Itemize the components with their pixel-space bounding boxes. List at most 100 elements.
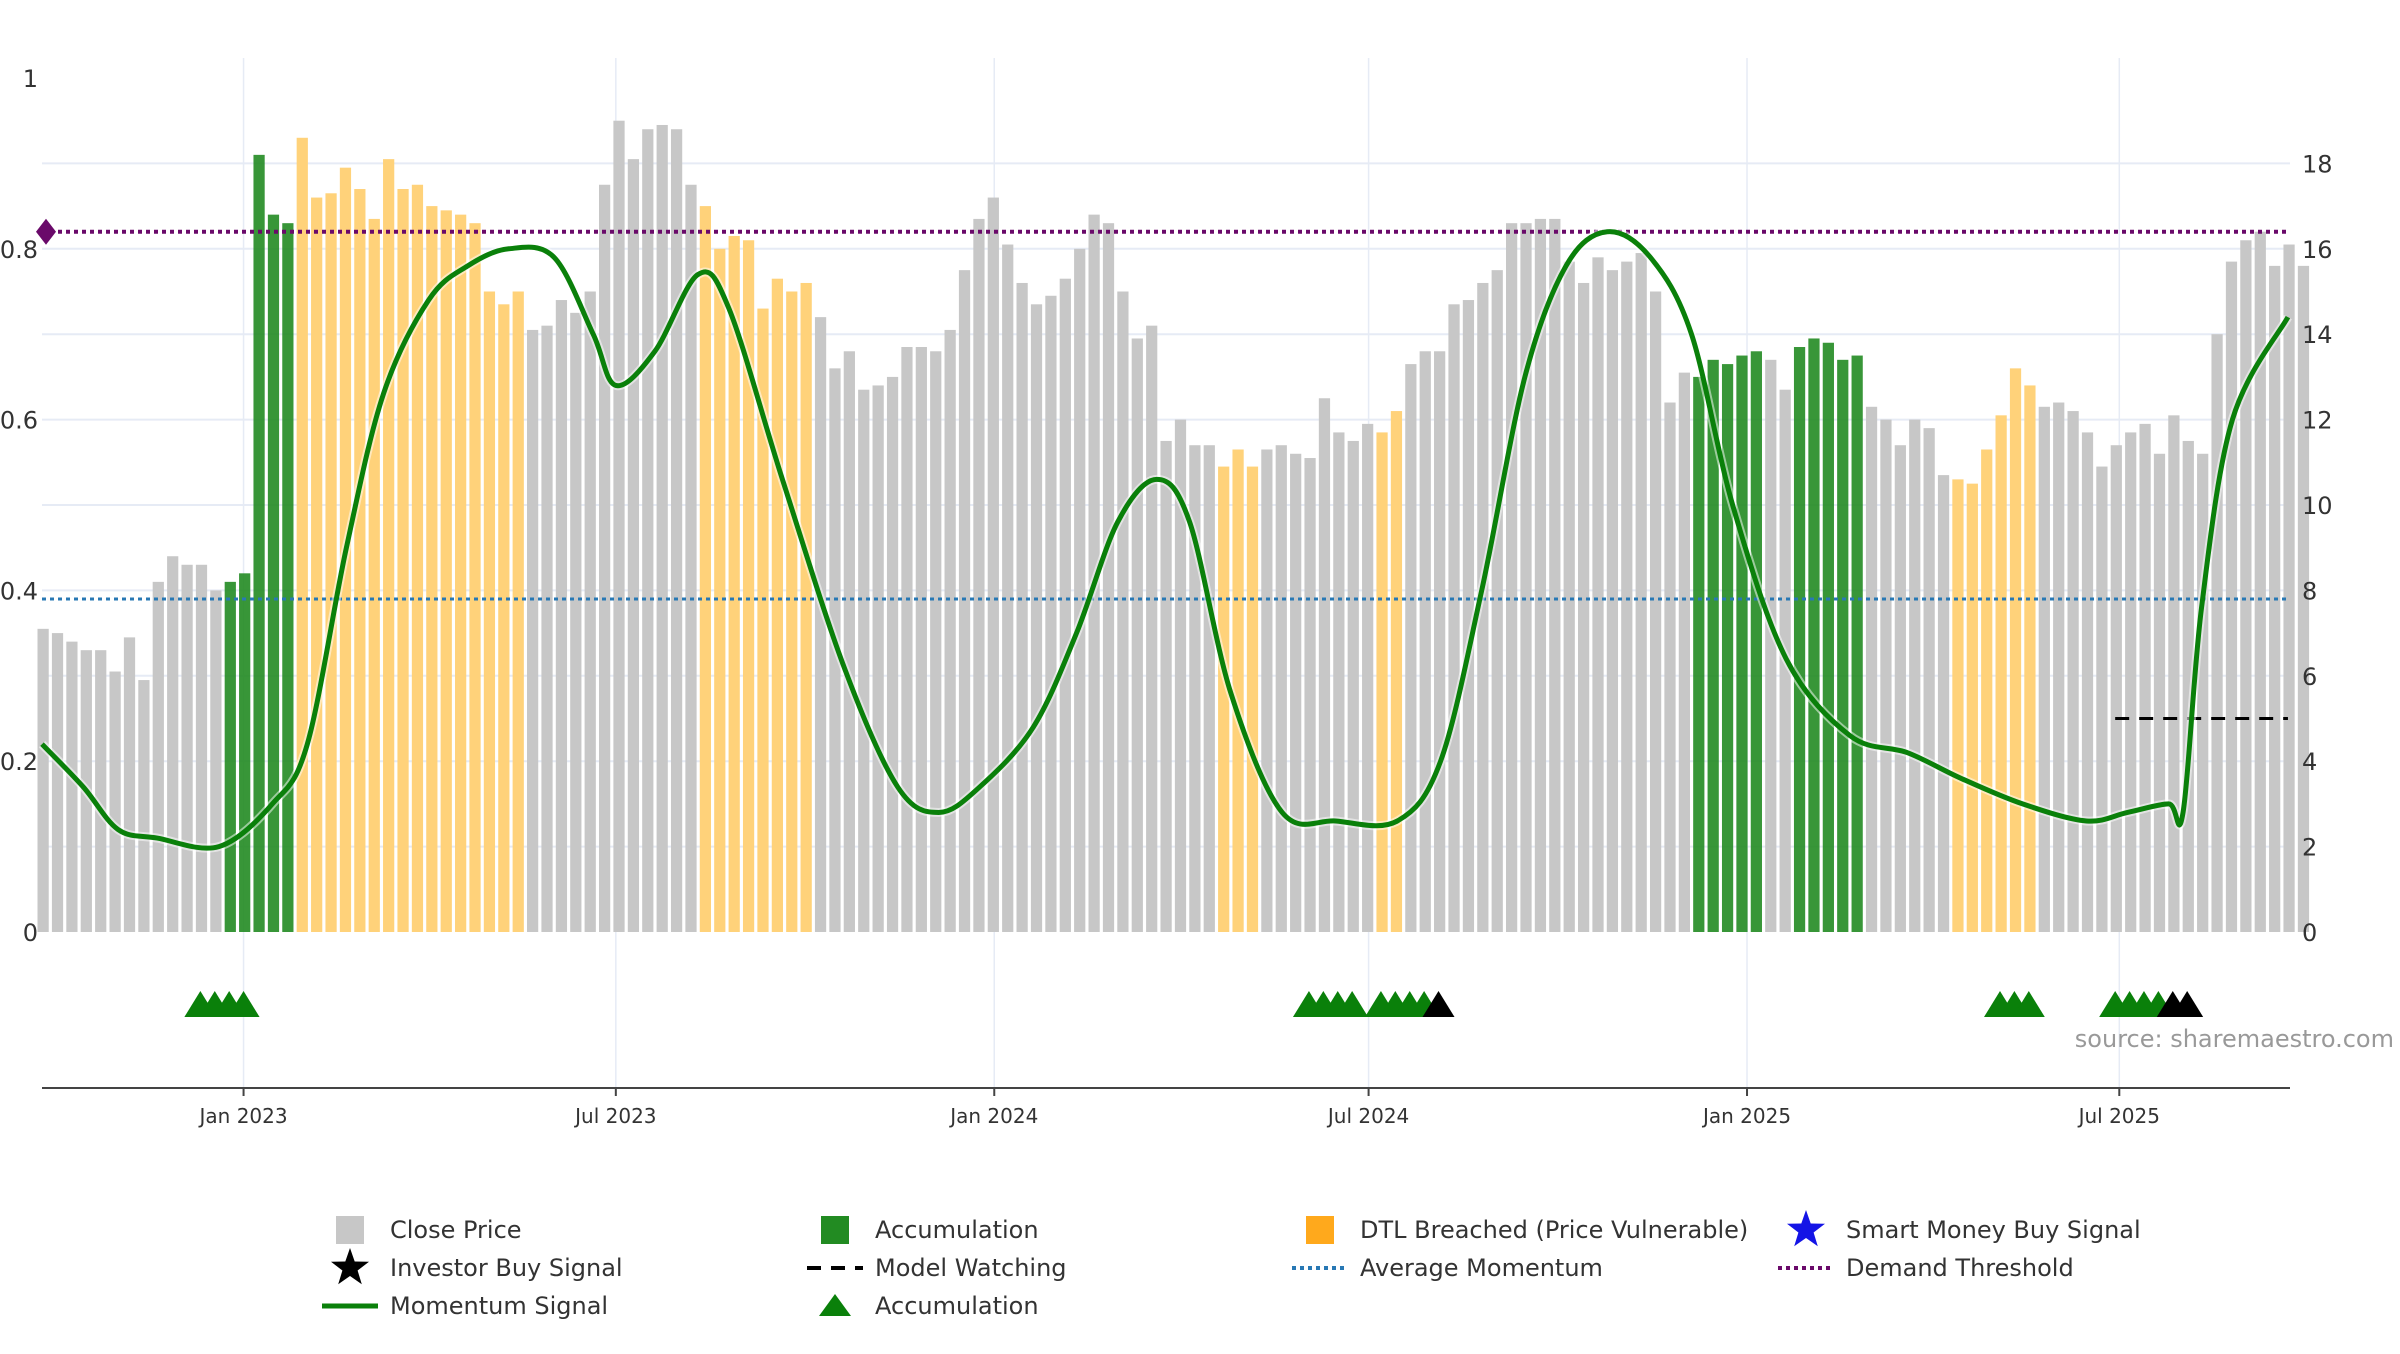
- close-price-bar: [627, 159, 640, 932]
- close-price-bar: [1621, 261, 1633, 932]
- close-price-bar: [670, 129, 683, 933]
- y-left-tick-label: 0: [23, 919, 38, 947]
- close-price-bar: [2153, 453, 2166, 932]
- dtl-breached-bar: [440, 210, 452, 932]
- y-right-tick-label: 4: [2302, 748, 2317, 776]
- close-price-bar: [1592, 257, 1604, 933]
- dtl-breached-bar: [714, 248, 726, 933]
- close-price-bar: [1419, 351, 1431, 932]
- close-price-bar: [886, 376, 899, 932]
- dtl-breached-swatch-icon: [1290, 1212, 1350, 1248]
- close-price-bar: [1563, 261, 1575, 932]
- close-price-bar: [123, 637, 136, 932]
- dtl-breached-bar: [742, 240, 755, 932]
- dtl-breached-bar: [1246, 466, 1259, 932]
- accumulation-bar: [253, 154, 265, 933]
- close-price-bar: [1491, 270, 1503, 932]
- close-price-bar: [1347, 440, 1359, 932]
- dtl-breached-bar: [699, 206, 712, 933]
- close-price-bar: [1923, 428, 1935, 932]
- blue-star-icon: [1776, 1210, 1836, 1248]
- legend-item-average-momentum[interactable]: Average Momentum: [1290, 1250, 1603, 1286]
- close-price-bar: [2081, 432, 2094, 932]
- close-price-bar: [1549, 218, 1561, 932]
- close-price-bar: [2139, 423, 2151, 932]
- close-price-bar: [1189, 445, 1201, 932]
- close-price-bar: [1448, 304, 1460, 932]
- legend-item-model-watching[interactable]: Model Watching: [805, 1250, 1067, 1286]
- legend-label-average-momentum: Average Momentum: [1360, 1254, 1603, 1282]
- accumulation-bar: [282, 223, 294, 932]
- close-price-bar: [1462, 300, 1475, 932]
- close-price-bar: [2067, 411, 2079, 932]
- accumulation-bar: [1736, 355, 1748, 932]
- close-price-bar: [95, 650, 107, 932]
- close-price-bar: [555, 300, 568, 932]
- accumulation-bar: [267, 214, 280, 932]
- legend-item-investor-buy[interactable]: Investor Buy Signal: [320, 1248, 623, 1286]
- close-price-bar: [1434, 351, 1446, 932]
- dtl-breached-bar: [354, 189, 366, 932]
- close-price-bar: [37, 628, 49, 932]
- accumulation-bar: [1721, 364, 1734, 933]
- close-price-bar: [1635, 253, 1647, 932]
- close-price-bar: [1045, 295, 1057, 932]
- green-line-icon: [320, 1288, 380, 1324]
- close-price-bar: [1477, 282, 1489, 933]
- close-price-bar: [1002, 244, 1014, 932]
- close-price-bar: [1333, 432, 1345, 932]
- legend-item-dtl-breached[interactable]: DTL Breached (Price Vulnerable): [1290, 1212, 1748, 1248]
- y-right-tick-label: 0: [2302, 919, 2317, 947]
- close-price-bar: [2225, 261, 2238, 932]
- legend-item-demand-threshold[interactable]: Demand Threshold: [1776, 1250, 2074, 1286]
- close-price-bar: [944, 329, 956, 932]
- x-tick-label: Jul 2023: [573, 1104, 656, 1128]
- close-price-bar: [1506, 223, 1518, 932]
- legend-item-smart-money[interactable]: Smart Money Buy Signal: [1776, 1210, 2141, 1248]
- y-left-tick-label: 0.2: [0, 748, 38, 776]
- close-price-bar: [1664, 402, 1676, 932]
- close-price-bar: [152, 581, 164, 932]
- close-price-bar: [2125, 432, 2137, 932]
- x-tick-label: Jan 2024: [948, 1104, 1038, 1128]
- close-price-bar: [973, 218, 985, 932]
- black-star-icon: [320, 1248, 380, 1286]
- close-price-bar: [930, 351, 942, 932]
- close-price-bar: [1937, 475, 1950, 932]
- close-price-bar: [1765, 359, 1777, 932]
- legend-item-accumulation-marker[interactable]: Accumulation: [805, 1288, 1039, 1324]
- close-price-bar: [1606, 270, 1619, 932]
- reference-lines: [36, 218, 2290, 720]
- close-price-bar: [1577, 282, 1590, 933]
- dtl-breached-bar: [411, 184, 424, 932]
- close-price-bar: [858, 389, 870, 933]
- dotted-purple-line-icon: [1776, 1250, 1836, 1286]
- close-price-bar: [1117, 291, 1129, 932]
- close-price-bar: [527, 329, 539, 932]
- investor-buy-triangle-icon: [2171, 991, 2204, 1017]
- legend-label-dtl-breached: DTL Breached (Price Vulnerable): [1360, 1216, 1749, 1244]
- close-price-bar: [570, 312, 582, 933]
- close-price-bar: [2240, 240, 2252, 932]
- close-price-bar: [1059, 278, 1071, 932]
- close-price-bar: [1520, 223, 1532, 932]
- close-price-bar: [1880, 419, 1892, 933]
- dtl-breached-bar: [512, 291, 524, 932]
- close-price-bar: [814, 317, 827, 932]
- legend-item-accumulation[interactable]: Accumulation: [805, 1212, 1039, 1248]
- legend-item-close-price[interactable]: Close Price: [320, 1212, 522, 1248]
- y-left-tick-label: 0.4: [0, 577, 38, 605]
- investor-buy-triangle-icon: [1422, 991, 1455, 1017]
- y-right-tick-label: 10: [2302, 492, 2333, 520]
- close-price-bar: [2283, 244, 2295, 932]
- dtl-breached-bar: [296, 137, 308, 932]
- close-price-bar: [2096, 466, 2108, 932]
- legend-item-momentum-signal[interactable]: Momentum Signal: [320, 1288, 608, 1324]
- accumulation-bar: [1837, 359, 1849, 932]
- close-price-bar: [872, 385, 884, 932]
- demand-threshold-diamond-icon: [36, 218, 56, 245]
- close-price-bar: [2211, 334, 2223, 932]
- close-price-bar: [109, 671, 121, 932]
- close-price-bar: [1261, 449, 1273, 932]
- close-price-bar: [2110, 445, 2122, 932]
